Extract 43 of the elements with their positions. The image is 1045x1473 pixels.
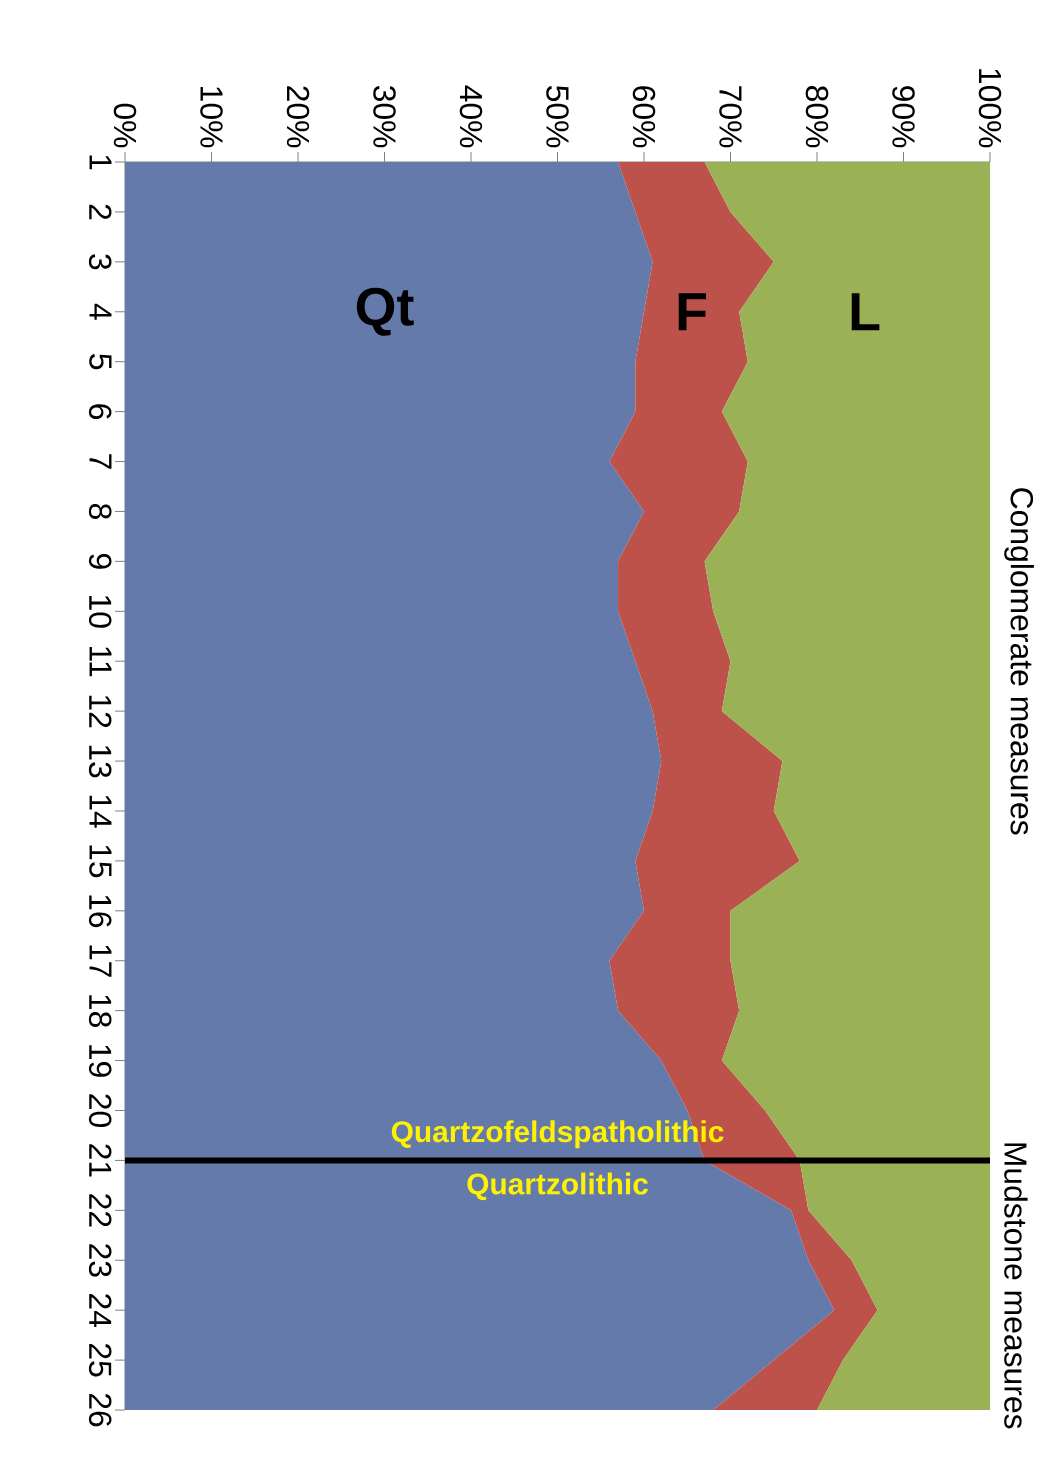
x-tick-label: 10% bbox=[200, 87, 223, 148]
x-tick-label: 0% bbox=[113, 103, 137, 148]
y-tick-label: 6 bbox=[88, 404, 112, 420]
x-tick-label: 100% bbox=[978, 69, 1002, 148]
x-tick-label: 20% bbox=[286, 86, 310, 148]
y-tick-label: 10 bbox=[88, 595, 112, 628]
y-tick-label: 4 bbox=[89, 303, 112, 320]
y-tick-label: 5 bbox=[89, 354, 112, 370]
y-tick-label: 24 bbox=[89, 1294, 112, 1327]
y-tick-label: 12 bbox=[89, 695, 112, 728]
y-tick-label: 7 bbox=[89, 454, 112, 469]
y-tick-label: 13 bbox=[88, 745, 112, 778]
text: Mudstone measures bbox=[1004, 1143, 1028, 1429]
series-label: Qt bbox=[356, 287, 414, 336]
x-tick-label: 80% bbox=[805, 86, 829, 148]
y-tick-label: 17 bbox=[89, 945, 112, 977]
y-tick-label: 25 bbox=[88, 1343, 112, 1377]
y-tick-label: 1 bbox=[89, 155, 112, 170]
x-tick-label: 40% bbox=[459, 85, 483, 148]
y-tick-label: 8 bbox=[88, 503, 112, 519]
x-tick-label: 90% bbox=[892, 86, 915, 148]
y-tick-label: 16 bbox=[88, 895, 112, 928]
y-tick-label: 19 bbox=[88, 1045, 112, 1077]
x-tick-label: 30% bbox=[373, 85, 396, 148]
series-label: L bbox=[851, 293, 880, 331]
y-tick-label: 3 bbox=[88, 254, 112, 270]
text: Conglomerate measures bbox=[1004, 488, 1034, 835]
y-tick-label: 18 bbox=[88, 995, 112, 1027]
y-tick-label: 20 bbox=[88, 1094, 112, 1127]
y-tick-label: 21 bbox=[89, 1144, 112, 1177]
series-label: F bbox=[678, 293, 707, 331]
x-tick-label: 60% bbox=[632, 86, 656, 148]
y-tick-label: 14 bbox=[89, 795, 112, 828]
x-tick-label: 70% bbox=[719, 86, 742, 148]
y-tick-label: 26 bbox=[88, 1393, 112, 1427]
y-tick-label: 15 bbox=[89, 845, 112, 878]
y-tick-label: 2 bbox=[89, 204, 112, 220]
y-tick-label: 22 bbox=[89, 1194, 112, 1227]
y-tick-label: 11 bbox=[89, 647, 112, 677]
y-tick-label: 23 bbox=[88, 1244, 112, 1277]
y-tick-label: 9 bbox=[88, 554, 112, 569]
annotation: Quartzolithic bbox=[467, 1172, 648, 1201]
x-tick-label: 50% bbox=[546, 85, 569, 148]
